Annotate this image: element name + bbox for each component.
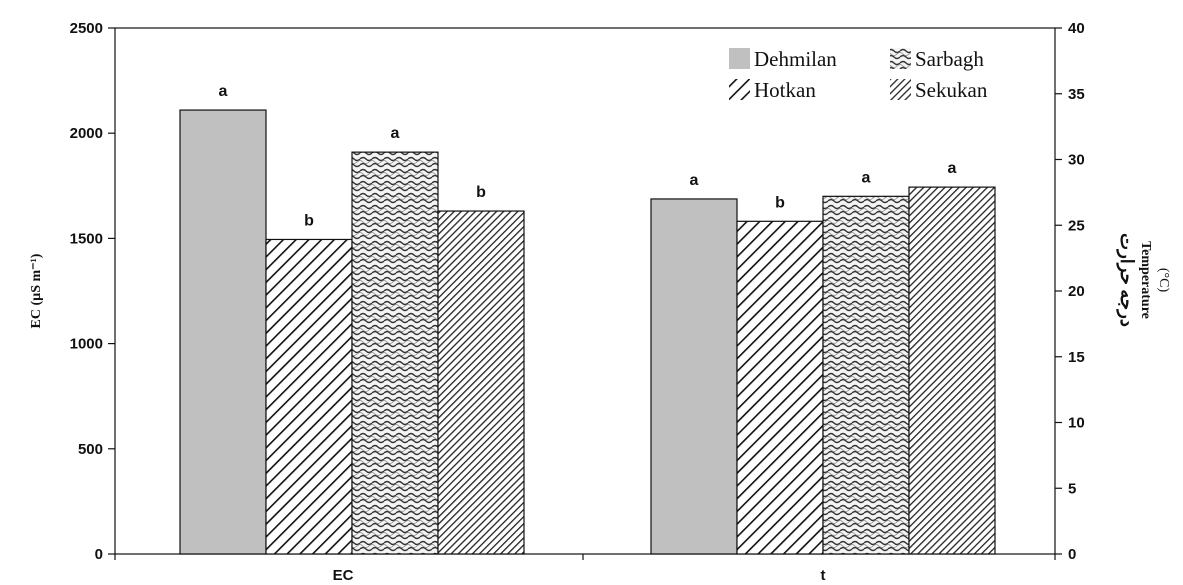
right-tick-label: 40 xyxy=(1068,20,1085,37)
significance-label: a xyxy=(391,125,400,142)
left-tick-label: 0 xyxy=(95,546,103,563)
bar-dehmilan-ec xyxy=(179,109,267,555)
right-tick-label: 5 xyxy=(1068,480,1076,497)
significance-label: a xyxy=(862,169,871,186)
significance-label: b xyxy=(476,184,486,201)
bar-hotkan-t xyxy=(736,220,824,555)
right-axis: 0 5 10 15 20 25 30 35 40 xyxy=(1055,20,1085,563)
right-tick-label: 20 xyxy=(1068,283,1085,300)
left-tick-label: 500 xyxy=(78,441,103,458)
right-tick-label: 25 xyxy=(1068,217,1085,234)
legend-swatch-sekukan xyxy=(890,79,911,100)
left-axis-title: EC (µS m⁻¹) xyxy=(29,253,44,328)
legend-swatch-hotkan xyxy=(729,79,750,100)
bar-sarbagh-t xyxy=(822,195,910,555)
legend-label-sarbagh: Sarbagh xyxy=(915,47,984,71)
legend-label-hotkan: Hotkan xyxy=(754,78,816,102)
significance-label: a xyxy=(219,83,228,100)
bar-sekukan-ec xyxy=(437,210,525,555)
bars-group xyxy=(179,109,996,555)
bar-dehmilan-t xyxy=(650,198,738,555)
left-tick-label: 1500 xyxy=(70,230,103,247)
bar-sarbagh-ec xyxy=(351,151,439,555)
legend-swatch-dehmilan xyxy=(729,48,750,69)
left-tick-label: 1000 xyxy=(70,336,103,353)
significance-labels: a b a b a b a a xyxy=(219,83,957,229)
right-tick-label: 30 xyxy=(1068,152,1085,169)
significance-label: b xyxy=(304,212,314,229)
legend-label-dehmilan: Dehmilan xyxy=(754,47,837,71)
significance-label: b xyxy=(775,194,785,211)
right-tick-label: 10 xyxy=(1068,415,1085,432)
category-label-t: t xyxy=(821,567,826,584)
left-tick-label: 2000 xyxy=(70,125,103,142)
right-axis-title-fa: درجه حرارت xyxy=(1116,233,1137,327)
right-axis-unit: (°C) xyxy=(1156,268,1171,293)
category-label-ec: EC xyxy=(333,567,354,584)
bar-sekukan-t xyxy=(908,186,996,555)
legend: Dehmilan Sarbagh Hotkan Sekukan xyxy=(729,47,988,102)
left-axis: 0 500 1000 1500 2000 2500 xyxy=(70,20,1056,563)
right-tick-label: 35 xyxy=(1068,86,1085,103)
legend-label-sekukan: Sekukan xyxy=(915,78,988,102)
bar-hotkan-ec xyxy=(265,238,353,555)
right-tick-label: 0 xyxy=(1068,546,1076,563)
right-tick-label: 15 xyxy=(1068,349,1085,366)
significance-label: a xyxy=(948,160,957,177)
significance-label: a xyxy=(690,172,699,189)
left-tick-label: 2500 xyxy=(70,20,103,37)
right-axis-title: Temperature xyxy=(1138,241,1153,319)
legend-swatch-sarbagh xyxy=(890,48,911,69)
